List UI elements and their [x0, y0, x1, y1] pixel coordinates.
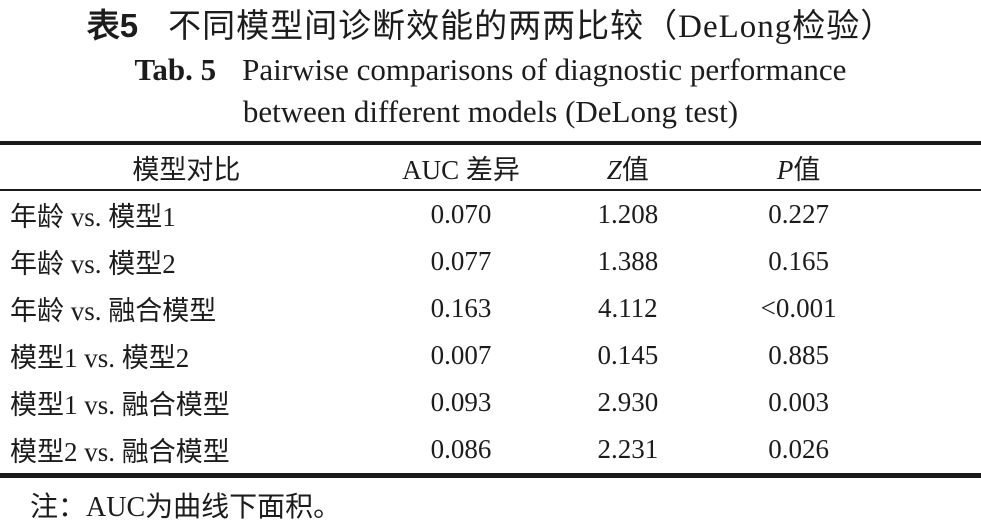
cell-comparison: 模型1 vs. 模型2	[10, 343, 190, 373]
cell-p-value: <0.001	[760, 293, 837, 323]
table-row: 模型1 vs. 模型2 0.007 0.145 0.885	[0, 332, 981, 379]
table-row: 年龄 vs. 模型2 0.077 1.388 0.165	[0, 238, 981, 285]
column-header-z-value: Z值	[549, 143, 707, 191]
p-symbol: P	[776, 154, 794, 185]
cell-z-value: 2.231	[597, 434, 659, 464]
cell-comparison: 模型2 vs. 融合模型	[10, 437, 230, 467]
table-row: 模型1 vs. 融合模型 0.093 2.930 0.003	[0, 379, 981, 426]
table-footnote: 注：AUC为曲线下面积。	[30, 492, 342, 523]
table-header-row: 模型对比 AUC 差异 Z值 P值	[0, 143, 981, 191]
table-title-zh-text: 不同模型间诊断效能的两两比较（DeLong检验）	[168, 9, 895, 45]
cell-auc-diff: 0.163	[430, 293, 492, 323]
cell-comparison: 模型1 vs. 融合模型	[10, 390, 230, 420]
cell-comparison: 年龄 vs. 模型1	[10, 202, 176, 232]
cell-z-value: 1.208	[597, 199, 659, 229]
table-number-zh: 表5	[86, 7, 139, 44]
cell-auc-diff: 0.093	[430, 387, 492, 417]
p-suffix: 值	[793, 154, 821, 185]
table-title-en-line1: Tab. 5 Pairwise comparisons of diagnostic…	[0, 49, 981, 91]
cell-p-value: 0.026	[768, 434, 830, 464]
cell-z-value: 0.145	[597, 340, 659, 370]
paper-table-figure: 表5 不同模型间诊断效能的两两比较（DeLong检验） Tab. 5 Pairwis…	[0, 4, 981, 529]
cell-comparison: 年龄 vs. 融合模型	[10, 296, 217, 326]
table-row: 年龄 vs. 融合模型 0.163 4.112 <0.001	[0, 285, 981, 332]
column-header-p-value: P值	[706, 143, 981, 191]
table-row: 年龄 vs. 模型1 0.070 1.208 0.227	[0, 190, 981, 238]
cell-auc-diff: 0.070	[430, 199, 492, 229]
cell-p-value: 0.885	[768, 340, 830, 370]
z-symbol: Z	[606, 154, 622, 185]
cell-p-value: 0.227	[768, 199, 830, 229]
cell-z-value: 1.388	[597, 246, 659, 276]
cell-z-value: 4.112	[597, 293, 658, 323]
cell-auc-diff: 0.077	[430, 246, 492, 276]
cell-comparison: 年龄 vs. 模型2	[10, 249, 176, 279]
table-title-en-line2: between different models (DeLong test)	[242, 94, 739, 129]
cell-z-value: 2.930	[597, 387, 659, 417]
table-number-en: Tab. 5	[134, 52, 217, 87]
table-row: 模型2 vs. 融合模型 0.086 2.231 0.026	[0, 426, 981, 476]
cell-p-value: 0.003	[768, 387, 830, 417]
table-title-zh: 表5 不同模型间诊断效能的两两比较（DeLong检验）	[0, 4, 981, 49]
table-title-en-text: Pairwise comparisons of diagnostic perfo…	[242, 52, 847, 87]
column-header-auc-diff: AUC 差异	[372, 143, 550, 191]
delong-comparison-table: 模型对比 AUC 差异 Z值 P值 年龄 vs. 模型1 0.070 1.208…	[0, 141, 981, 478]
cell-auc-diff: 0.007	[430, 340, 492, 370]
z-suffix: 值	[621, 154, 649, 185]
cell-auc-diff: 0.086	[430, 434, 492, 464]
cell-p-value: 0.165	[768, 246, 830, 276]
column-header-model-comparison: 模型对比	[0, 143, 373, 191]
